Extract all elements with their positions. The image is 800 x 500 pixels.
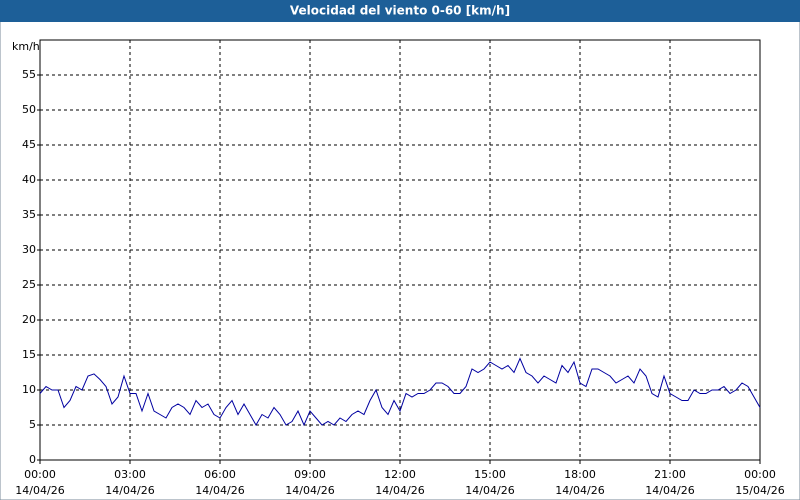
- x-tick-label: 03:00: [114, 468, 146, 481]
- y-axis-label: km/h: [12, 40, 40, 53]
- x-tick-date: 15/04/26: [735, 484, 784, 497]
- x-tick-date: 14/04/26: [645, 484, 694, 497]
- data-line: [39, 357, 761, 427]
- x-tick-date: 14/04/26: [465, 484, 514, 497]
- plot-border: [39, 39, 761, 461]
- x-tick-date: 14/04/26: [15, 484, 64, 497]
- y-tick-label: 25: [22, 278, 36, 291]
- x-tick-date: 14/04/26: [195, 484, 244, 497]
- x-tick-date: 14/04/26: [555, 484, 604, 497]
- x-tick-label: 12:00: [384, 468, 416, 481]
- y-tick-label: 45: [22, 138, 36, 151]
- x-tick-label: 15:00: [474, 468, 506, 481]
- y-tick-label: 55: [22, 68, 36, 81]
- x-tick-date: 14/04/26: [105, 484, 154, 497]
- title-bar: [0, 0, 800, 22]
- y-tick-label: 40: [22, 173, 36, 186]
- y-tick-label: 30: [22, 243, 36, 256]
- y-tick-label: 20: [22, 313, 36, 326]
- x-tick-date: 14/04/26: [375, 484, 424, 497]
- y-tick-label: 50: [22, 103, 36, 116]
- x-tick-label: 21:00: [654, 468, 686, 481]
- x-tick-label: 18:00: [564, 468, 596, 481]
- y-tick-label: 15: [22, 348, 36, 361]
- y-tick-label: 10: [22, 383, 36, 396]
- x-tick-label: 00:00: [24, 468, 56, 481]
- chart-title: Velocidad del viento 0-60 [km/h]: [290, 4, 510, 18]
- y-tick-label: 0: [29, 453, 36, 466]
- x-tick-label: 09:00: [294, 468, 326, 481]
- y-tick-label: 35: [22, 208, 36, 221]
- x-tick-label: 06:00: [204, 468, 236, 481]
- x-tick-date: 14/04/26: [285, 484, 334, 497]
- y-tick-label: 5: [29, 418, 36, 431]
- x-tick-label: 00:00: [744, 468, 776, 481]
